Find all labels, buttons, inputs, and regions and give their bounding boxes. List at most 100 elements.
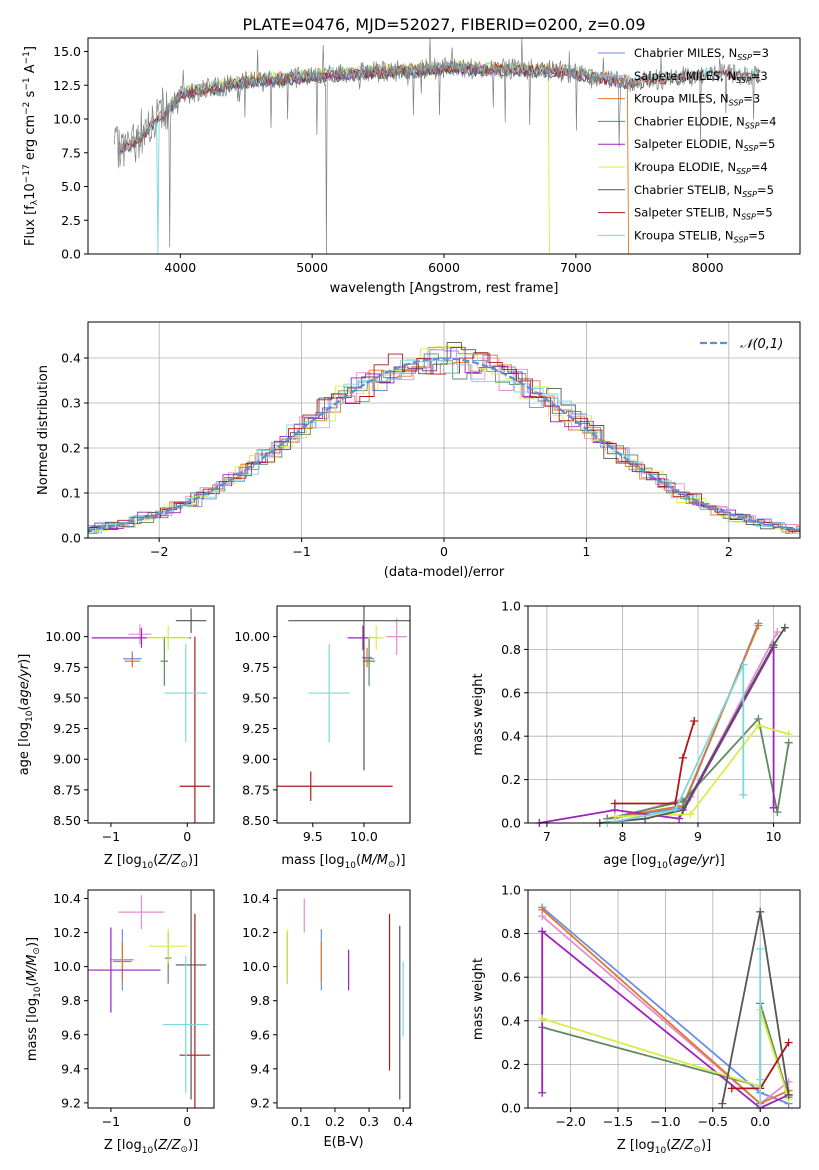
- y-tick-label: 10.0: [53, 959, 81, 974]
- weight-marker-chabrier-stelib: [678, 805, 687, 814]
- y-tick-label: 0.0: [61, 531, 81, 546]
- y-tick-label: 10.0: [53, 112, 81, 127]
- x-axis-label: (data-model)/error: [384, 565, 505, 580]
- y-tick-label: 0.6: [501, 685, 521, 700]
- y-tick-label: 9.50: [53, 690, 81, 705]
- x-tick-label: 10.0: [350, 829, 378, 844]
- weight-marker-salpeter-elodie: [769, 803, 778, 812]
- weight-marker-kroupa-miles: [538, 905, 547, 914]
- x-tick-label: −1: [292, 544, 310, 559]
- weight-marker-kroupa-stelib: [756, 1075, 765, 1084]
- y-tick-label: 10.4: [53, 891, 81, 906]
- legend-label: Salpeter ELODIE, NSSP=5: [634, 137, 775, 153]
- y-tick-label: 9.50: [242, 690, 270, 705]
- y-tick-label: 9.8: [61, 993, 81, 1008]
- weight-marker-kroupa-elodie: [610, 812, 619, 821]
- legend-label: Chabrier MILES, NSSP=3: [634, 46, 769, 62]
- weight-vs-age-panel: 7 8 9 10 0.0 0.2 0.4 0.6 0.8 1.0 mass weight age [l…: [471, 599, 801, 871]
- x-tick-label: −1: [102, 1114, 120, 1129]
- x-axis-label: Z [log10(Z/Z⊙)]: [617, 1138, 711, 1156]
- x-tick-label: 8: [618, 829, 626, 844]
- weight-line-chabrier-stelib: [721, 911, 790, 1104]
- weight-marker-salpeter-stelib: [784, 1038, 793, 1047]
- y-tick-label: 5.0: [61, 179, 81, 194]
- weight-marker-chabrier-stelib: [784, 1090, 793, 1099]
- legend-label: Salpeter STELIB, NSSP=5: [634, 206, 773, 222]
- x-tick-label: 0.1: [291, 1114, 311, 1129]
- weight-marker-salpeter-elodie: [538, 927, 547, 936]
- y-tick-label: 9.00: [242, 752, 270, 767]
- x-tick-label: 8000: [692, 260, 724, 275]
- x-tick-label: 0.0: [750, 1114, 770, 1129]
- weight-marker-chabrier-stelib: [780, 623, 789, 632]
- x-tick-label: 0.3: [359, 1114, 379, 1129]
- x-tick-label: −0.5: [698, 1114, 728, 1129]
- x-tick-label: 9.5: [303, 829, 323, 844]
- y-tick-label: 1.0: [501, 883, 521, 898]
- y-tick-label: 8.50: [53, 813, 81, 828]
- error-bars: [286, 898, 404, 1100]
- y-tick-label: 8.50: [242, 813, 270, 828]
- axes-frame: [87, 889, 215, 1109]
- axes-frame: [276, 889, 411, 1109]
- y-tick-label: 0.1: [61, 486, 81, 501]
- x-axis-label: Z [log10(Z/Z⊙)]: [104, 1138, 198, 1156]
- y-tick-label: 15.0: [53, 44, 81, 59]
- x-tick-label: −2: [150, 544, 168, 559]
- y-tick-label: 9.6: [250, 1027, 270, 1042]
- x-tick-label: −1: [102, 829, 120, 844]
- y-axis-label: Normed distribution: [36, 365, 51, 495]
- weight-marker-kroupa-elodie: [784, 730, 793, 739]
- weight-marker-kroupa-elodie: [538, 1014, 547, 1023]
- y-tick-label: 0.0: [501, 1101, 521, 1116]
- histogram-kroupa-elodie: [88, 345, 800, 534]
- legend-label: Kroupa ELODIE, NSSP=4: [634, 160, 768, 176]
- weight-marker-salpeter-elodie: [675, 814, 684, 823]
- y-tick-label: 8.75: [53, 782, 81, 797]
- weight-marker-salpeter-stelib: [610, 799, 619, 808]
- y-tick-label: 0.4: [501, 1013, 521, 1028]
- weight-line-chabrier-miles: [607, 623, 760, 820]
- x-tick-label: 0: [440, 544, 448, 559]
- x-tick-label: 6000: [428, 260, 460, 275]
- y-axis-label: mass weight: [471, 673, 486, 755]
- residuals-panel: −2 −1 0 1 2 0.0 0.1 0.2 0.3 0.4 (data-model)/error…: [36, 321, 801, 580]
- x-tick-label: 7000: [560, 260, 592, 275]
- y-tick-label: 9.25: [242, 721, 270, 736]
- error-bars: [88, 890, 211, 1108]
- x-axis-label: mass [log10(M/M⊙)]: [281, 853, 405, 871]
- x-tick-label: −1.0: [650, 1114, 680, 1129]
- weight-line-kroupa-miles: [607, 625, 760, 820]
- model-spectrum-chabrier-miles: [119, 64, 629, 155]
- weight-vs-metallicity-panel: −2.0 −1.5 −1.0 −0.5 0.0 0.0 0.2 0.4 0.6 0.8 1.0 mas…: [471, 883, 801, 1156]
- x-tick-label: 0.2: [325, 1114, 345, 1129]
- y-tick-label: 10.2: [53, 925, 81, 940]
- weight-marker-chabrier-stelib: [718, 1099, 727, 1108]
- legend-label: Salpeter MILES, NSSP=3: [634, 69, 768, 85]
- y-tick-label: 0.8: [501, 926, 521, 941]
- weight-line-kroupa-stelib: [607, 664, 745, 824]
- y-tick-label: 9.2: [61, 1095, 81, 1110]
- error-bars: [91, 608, 211, 823]
- y-tick-label: 9.2: [250, 1095, 270, 1110]
- y-tick-label: 0.0: [61, 247, 81, 262]
- axes-frame: [527, 889, 801, 1109]
- legend-label: Chabrier STELIB, NSSP=5: [634, 183, 774, 199]
- x-tick-label: 10: [766, 829, 782, 844]
- age-vs-mass-panel: 9.5 10.0 8.50 8.75 9.00 9.25 9.50 9.75 10.00 mass…: [234, 605, 411, 871]
- y-tick-label: 0.4: [501, 729, 521, 744]
- weight-marker-salpeter-miles: [773, 628, 782, 637]
- y-tick-label: 9.75: [53, 660, 81, 675]
- x-axis-label: age [log10(age/yr)]: [603, 853, 725, 871]
- y-tick-label: 0.3: [61, 396, 81, 411]
- y-tick-label: 0.2: [501, 772, 521, 787]
- mass-vs-ebv-panel: 0.1 0.2 0.3 0.4 9.2 9.4 9.6 9.8 10.0 10.2 10.4 E(B-…: [242, 889, 413, 1150]
- y-tick-label: 1.0: [501, 599, 521, 614]
- axes-frame: [527, 605, 801, 824]
- axes-frame: [276, 605, 411, 824]
- weight-marker-chabrier-stelib: [756, 907, 765, 916]
- y-tick-label: 7.5: [61, 145, 81, 160]
- x-tick-label: 2: [725, 544, 733, 559]
- x-tick-label: 0: [183, 1114, 191, 1129]
